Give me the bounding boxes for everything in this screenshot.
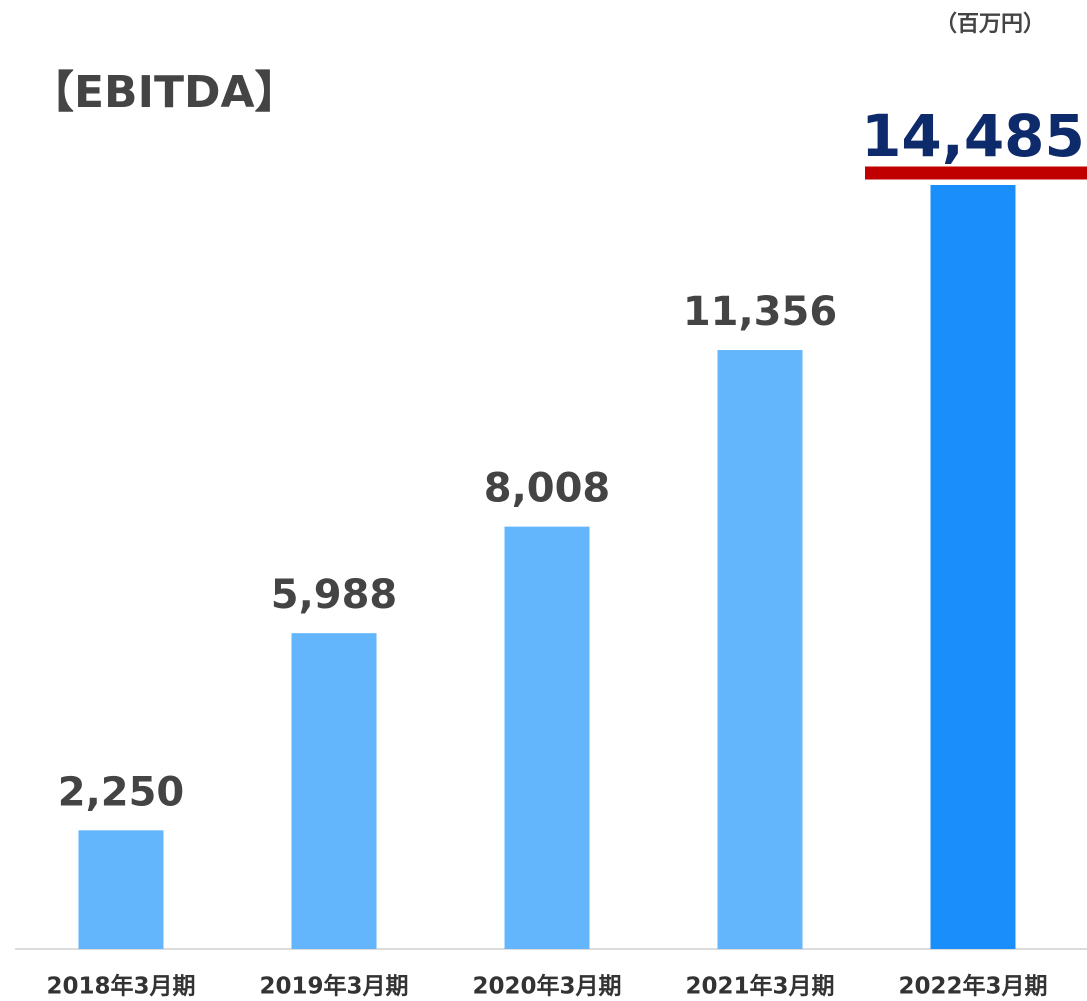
value-label: 2,250 xyxy=(58,769,185,815)
bar xyxy=(930,185,1016,949)
value-label: 8,008 xyxy=(484,466,611,512)
x-tick-label: 2022年3月期 xyxy=(898,973,1047,1000)
bar xyxy=(78,830,164,949)
x-tick-label: 2019年3月期 xyxy=(259,973,408,1000)
chart-title: 【EBITDA】 xyxy=(30,67,299,118)
bar xyxy=(717,350,803,950)
bar xyxy=(291,633,377,949)
value-label: 11,356 xyxy=(683,289,837,335)
x-tick-label: 2020年3月期 xyxy=(472,973,621,1000)
bar xyxy=(504,526,590,949)
value-label: 5,988 xyxy=(271,572,398,618)
x-tick-label: 2021年3月期 xyxy=(685,973,834,1000)
value-label: 14,485 xyxy=(861,102,1085,170)
x-tick-label: 2018年3月期 xyxy=(46,973,195,1000)
unit-label: （百万円） xyxy=(935,12,1045,37)
